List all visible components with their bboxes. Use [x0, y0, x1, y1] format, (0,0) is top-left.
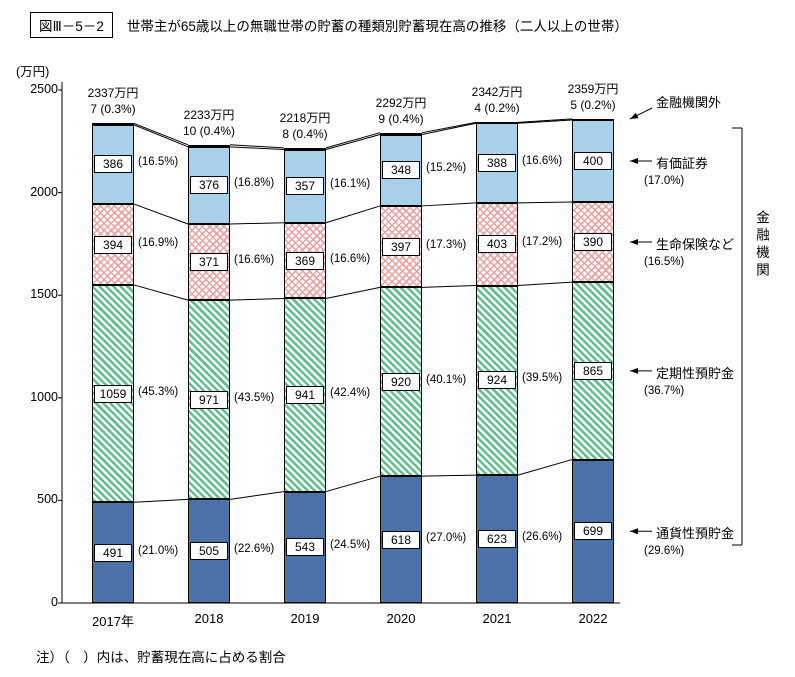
segment-percent-label: (15.2%): [426, 162, 467, 175]
segment-value-box: 699: [574, 522, 612, 541]
segment-percent-label: (45.3%): [138, 385, 179, 398]
x-axis-label: 2017年: [92, 614, 134, 629]
total-amount: 2359万円: [567, 81, 619, 96]
legend-percent-label: (36.7%): [644, 384, 685, 397]
bar-total-label: 2342万円 4 (0.2%): [452, 84, 542, 116]
figure-number-box: 図Ⅲ－5－2: [30, 12, 113, 38]
footnote: 注）（ ）内は、貯蓄現在高に占める割合: [36, 650, 286, 665]
outside-value-percent: 8 (0.4%): [282, 126, 328, 141]
bar-total-label: 2218万円 8 (0.4%): [260, 110, 350, 142]
bar-total-label: 2233万円 10 (0.4%): [164, 107, 254, 139]
segment-value-box: 376: [190, 176, 228, 195]
group-bracket-label: 金融機関: [754, 210, 769, 280]
y-axis-tick-label: 1000: [30, 389, 58, 404]
segment-value-box: 623: [478, 530, 516, 549]
segment-percent-label: (21.0%): [138, 544, 179, 557]
segment-percent-label: (40.1%): [426, 373, 467, 386]
total-amount: 2342万円: [471, 85, 523, 100]
y-axis-tick-label: 2500: [30, 82, 58, 96]
segment-value-box: 941: [286, 386, 324, 405]
total-amount: 2233万円: [183, 107, 235, 122]
bar-segment-outside-financial-institutions: [92, 123, 134, 126]
bar-total-label: 2337万円 7 (0.3%): [68, 85, 158, 117]
legend-label-time-deposits: 定期性預貯金: [656, 365, 735, 381]
outside-value-percent: 10 (0.4%): [182, 123, 236, 138]
segment-percent-label: (16.1%): [330, 178, 371, 191]
segment-value-box: 388: [478, 154, 516, 173]
page-title: 世帯主が65歳以上の無職世帯の貯蓄の種類別貯蓄現在高の推移（二人以上の世帯）: [126, 19, 628, 34]
segment-value-box: 491: [94, 543, 132, 562]
segment-value-box: 397: [382, 237, 420, 256]
segment-value-box: 865: [574, 361, 612, 380]
segment-value-box: 357: [286, 177, 324, 196]
legend-percent-label: (16.5%): [644, 256, 685, 269]
segment-value-box: 390: [574, 233, 612, 252]
segment-percent-label: (42.4%): [330, 387, 371, 400]
bar-total-label: 2359万円 5 (0.2%): [548, 81, 638, 113]
segment-percent-label: (16.6%): [522, 155, 563, 168]
segment-value-box: 371: [190, 253, 228, 272]
bar-total-label: 2292万円 9 (0.4%): [356, 95, 446, 127]
y-axis-unit-label: (万円): [16, 65, 50, 79]
segment-value-box: 924: [478, 371, 516, 390]
segment-percent-label: (16.9%): [138, 236, 179, 249]
segment-percent-label: (17.2%): [522, 236, 563, 249]
chart-title-row: 図Ⅲ－5－2 世帯主が65歳以上の無職世帯の貯蓄の種類別貯蓄現在高の推移（二人以…: [30, 12, 628, 38]
legend-label-currency-deposits: 通貨性預貯金: [656, 526, 735, 542]
y-axis-tick-label: 1500: [30, 287, 58, 302]
bar-segment-outside-financial-institutions: [572, 118, 614, 121]
bar-segment-outside-financial-institutions: [284, 147, 326, 150]
segment-value-box: 348: [382, 161, 420, 180]
x-axis-label: 2018: [194, 611, 224, 626]
legend-label-outside-financial-institutions: 金融機関外: [656, 95, 722, 110]
y-axis-tick-label: 500: [37, 492, 58, 507]
segment-value-box: 386: [94, 155, 132, 174]
bar-segment-outside-financial-institutions: [188, 144, 230, 147]
segment-value-box: 400: [574, 151, 612, 170]
total-amount: 2337万円: [87, 86, 139, 101]
total-amount: 2218万円: [279, 110, 331, 125]
y-axis-tick-label: 2000: [30, 184, 58, 199]
segment-value-box: 369: [286, 251, 324, 270]
segment-value-box: 505: [190, 542, 228, 561]
segment-percent-label: (39.5%): [522, 372, 563, 385]
bar-segment-outside-financial-institutions: [380, 132, 422, 135]
segment-value-box: 920: [382, 372, 420, 391]
segment-percent-label: (26.6%): [522, 531, 563, 544]
segment-value-box: 1059: [94, 384, 132, 403]
segment-value-box: 394: [94, 235, 132, 254]
segment-percent-label: (16.8%): [234, 177, 275, 190]
segment-percent-label: (43.5%): [234, 391, 275, 404]
segment-percent-label: (27.0%): [426, 531, 467, 544]
y-axis-tick-label: 0: [51, 595, 58, 609]
segment-percent-label: (16.5%): [138, 156, 179, 169]
segment-value-box: 543: [286, 538, 324, 557]
bar-segment-outside-financial-institutions: [476, 122, 518, 125]
x-axis-label: 2019: [290, 611, 320, 626]
segment-value-box: 403: [478, 235, 516, 254]
outside-value-percent: 9 (0.4%): [378, 111, 424, 126]
segment-percent-label: (17.3%): [426, 238, 467, 251]
legend-percent-label: (17.0%): [644, 174, 685, 187]
segment-percent-label: (22.6%): [234, 543, 275, 556]
x-axis-label: 2020: [386, 611, 416, 626]
segment-value-box: 618: [382, 530, 420, 549]
total-amount: 2292万円: [375, 95, 427, 110]
legend-percent-label: (29.6%): [644, 545, 685, 558]
segment-percent-label: (16.6%): [234, 254, 275, 267]
outside-value-percent: 4 (0.2%): [474, 101, 520, 116]
segment-percent-label: (16.6%): [330, 252, 371, 265]
legend-label-securities: 有価証券: [656, 155, 709, 171]
segment-percent-label: (24.5%): [330, 539, 371, 552]
segment-value-box: 971: [190, 390, 228, 409]
outside-value-percent: 5 (0.2%): [570, 97, 616, 112]
legend-label-life-insurance: 生命保険など: [656, 237, 735, 253]
x-axis-label: 2022: [578, 611, 608, 626]
x-axis-label: 2021: [482, 611, 512, 626]
outside-value-percent: 7 (0.3%): [90, 102, 136, 117]
